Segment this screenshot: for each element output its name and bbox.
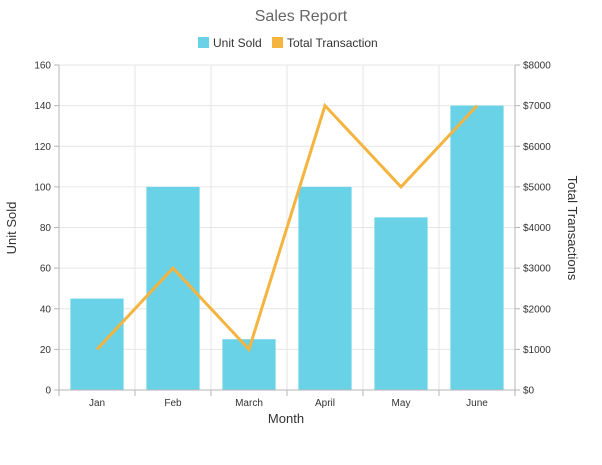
y2-axis-title: Total Transactions	[565, 176, 580, 281]
bar-unit-sold[interactable]	[70, 298, 124, 390]
y2-tick-label: $3000	[523, 264, 551, 275]
x-tick-label: May	[392, 398, 411, 409]
y-tick-label: 160	[34, 61, 51, 72]
bar-series-unit-sold	[70, 105, 504, 390]
y2-tick-label: $4000	[523, 223, 551, 234]
legend: Unit Sold Total Transaction	[198, 36, 378, 50]
line-series-total-transaction	[95, 102, 479, 353]
y2-tick-label: $5000	[523, 182, 551, 193]
y2-tick-label: $0	[523, 386, 535, 397]
y-tick-label: 60	[40, 264, 52, 275]
line-total-transaction[interactable]	[95, 102, 479, 353]
x-tick-label: Jan	[89, 398, 105, 409]
y-tick-label: 120	[34, 142, 51, 153]
y2-tick-label: $6000	[523, 142, 551, 153]
x-axis-title: Month	[268, 411, 304, 426]
legend-item-unit-sold[interactable]: Unit Sold	[198, 36, 262, 50]
y-axis-title: Unit Sold	[4, 202, 19, 255]
x-tick-label: March	[235, 398, 263, 409]
bar-unit-sold[interactable]	[374, 217, 428, 390]
axes: 0 $0 20 $1000 40 $2000 60 $3000 80 $4000 100 $5000 1…	[34, 61, 551, 410]
bar-unit-sold[interactable]	[450, 105, 504, 390]
y2-tick-label: $2000	[523, 304, 551, 315]
chart-title: Sales Report	[255, 8, 348, 25]
legend-swatch-total-transaction	[272, 37, 283, 48]
y-tick-label: 140	[34, 101, 51, 112]
y2-tick-label: $8000	[523, 61, 551, 72]
legend-label-unit-sold: Unit Sold	[213, 36, 262, 50]
y-tick-label: 20	[40, 345, 52, 356]
y-tick-label: 40	[40, 304, 52, 315]
bar-unit-sold[interactable]	[298, 186, 352, 390]
y-tick-label: 80	[40, 223, 52, 234]
legend-label-total-transaction: Total Transaction	[287, 36, 378, 50]
x-tick-label: June	[466, 398, 488, 409]
y-tick-label: 100	[34, 182, 51, 193]
x-tick-label: Feb	[164, 398, 182, 409]
x-tick-label: April	[315, 398, 335, 409]
y2-tick-label: $1000	[523, 345, 551, 356]
legend-swatch-unit-sold	[198, 37, 209, 48]
y-tick-label: 0	[45, 386, 51, 397]
y2-tick-label: $7000	[523, 101, 551, 112]
legend-item-total-transaction[interactable]: Total Transaction	[272, 36, 378, 50]
